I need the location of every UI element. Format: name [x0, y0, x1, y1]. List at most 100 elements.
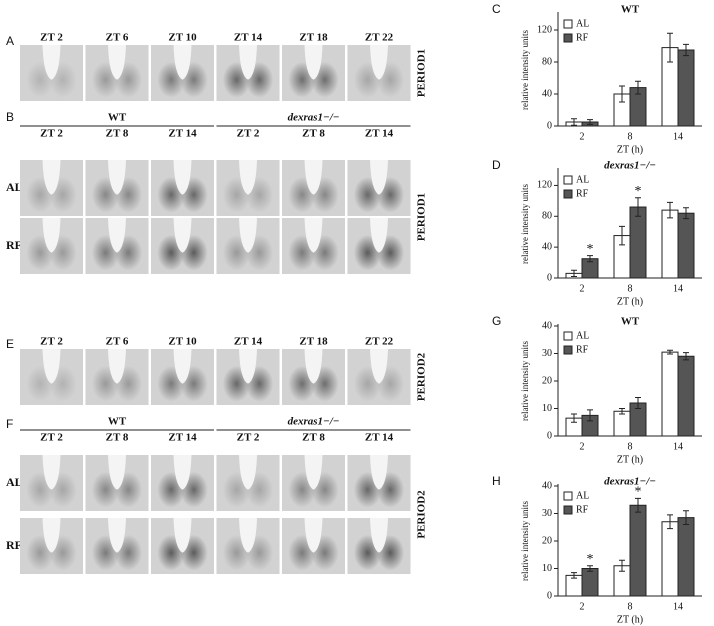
legend-label: RF — [576, 504, 589, 515]
x-axis-label: ZT (h) — [617, 296, 643, 307]
error-bar — [635, 397, 641, 409]
legend-swatch — [563, 175, 573, 185]
ventricle — [108, 518, 126, 553]
row-label: AL — [6, 180, 23, 194]
ventricle — [239, 349, 257, 384]
x-axis-label: ZT (h) — [617, 454, 643, 465]
micrograph — [20, 518, 83, 574]
ventricle — [173, 218, 192, 253]
x-tick-label: 14 — [673, 601, 683, 612]
micrograph — [85, 518, 149, 574]
ventricle — [173, 518, 192, 553]
micrograph — [151, 349, 214, 405]
row-label: RF — [6, 538, 22, 552]
axes — [557, 484, 702, 597]
column-label: ZT 8 — [302, 128, 325, 140]
x-tick-label: 8 — [628, 441, 633, 452]
column-label: ZT 22 — [365, 32, 394, 44]
panel-label: G — [492, 314, 501, 328]
column-label: ZT 14 — [365, 128, 394, 140]
micrograph — [151, 518, 214, 574]
micrograph — [347, 518, 411, 574]
column-label: ZT 8 — [106, 128, 129, 140]
error-bar — [619, 85, 625, 103]
group-label: WT — [108, 416, 127, 428]
column-label: ZT 8 — [302, 432, 325, 444]
column-label: ZT 2 — [40, 336, 63, 348]
error-bar — [683, 43, 689, 57]
error-bar — [619, 225, 625, 246]
micrograph — [151, 218, 214, 274]
bar — [677, 355, 695, 437]
panel-label: E — [6, 337, 14, 351]
legend-label: RF — [576, 344, 589, 355]
legend-label: AL — [576, 18, 589, 29]
column-label: ZT 6 — [106, 336, 129, 348]
chart-title: WT — [621, 4, 640, 16]
error-bar — [683, 207, 689, 220]
bar — [677, 49, 695, 127]
y-tick-label: 20 — [542, 375, 552, 386]
y-tick-label: 40 — [542, 241, 552, 252]
column-label: ZT 14 — [234, 336, 263, 348]
bar — [661, 351, 679, 437]
legend-swatch — [563, 189, 573, 199]
micrograph — [347, 349, 411, 405]
side-label: PERIOD2 — [416, 490, 428, 539]
micrograph — [347, 45, 411, 101]
ventricle — [370, 349, 388, 384]
error-bar — [587, 565, 593, 572]
column-label: ZT 14 — [234, 32, 263, 44]
panel-label: F — [6, 417, 13, 431]
column-label: ZT 8 — [106, 432, 129, 444]
micrograph — [20, 45, 83, 101]
column-label: ZT 2 — [237, 432, 260, 444]
group-label: WT — [108, 112, 127, 124]
error-bar — [571, 413, 577, 423]
ventricle — [42, 218, 61, 253]
error-bar — [667, 32, 673, 63]
ventricle — [173, 349, 192, 384]
ventricle — [108, 349, 126, 384]
micrograph — [347, 218, 411, 274]
column-label: ZT 22 — [365, 336, 394, 348]
error-bar — [587, 119, 593, 125]
error-bar — [683, 352, 689, 361]
chart-title: WT — [621, 316, 640, 328]
chart-title: dexras1−/− — [604, 476, 656, 488]
micrograph — [85, 349, 149, 405]
micrograph — [282, 45, 345, 101]
column-label: ZT 18 — [299, 336, 328, 348]
legend-label: RF — [576, 32, 589, 43]
ventricle — [42, 160, 61, 195]
ventricle — [370, 160, 388, 195]
legend-swatch — [563, 33, 573, 43]
column-label: ZT 10 — [168, 336, 197, 348]
group-label: dexras1−/− — [288, 416, 340, 428]
ventricle — [173, 45, 192, 80]
error-bar — [667, 349, 673, 355]
micrograph — [282, 160, 345, 216]
error-bar — [571, 269, 577, 277]
micrograph — [347, 160, 411, 216]
bar — [629, 504, 647, 597]
micrograph — [282, 349, 345, 405]
micrograph — [216, 45, 280, 101]
bar — [677, 517, 695, 597]
micrograph — [20, 349, 83, 405]
micrograph — [216, 218, 280, 274]
ventricle — [304, 160, 323, 195]
ventricle — [370, 518, 388, 553]
error-bar — [635, 497, 641, 513]
x-tick-label: 2 — [580, 283, 585, 294]
ventricle — [370, 218, 388, 253]
ventricle — [108, 455, 126, 490]
error-bar — [587, 409, 593, 422]
micrograph — [216, 455, 280, 511]
y-tick-label: 40 — [542, 320, 552, 331]
x-tick-label: 2 — [580, 601, 585, 612]
ventricle — [108, 160, 126, 195]
micrograph — [151, 455, 214, 511]
y-axis-label: relative intensity units — [520, 501, 530, 581]
error-bar — [587, 255, 593, 263]
